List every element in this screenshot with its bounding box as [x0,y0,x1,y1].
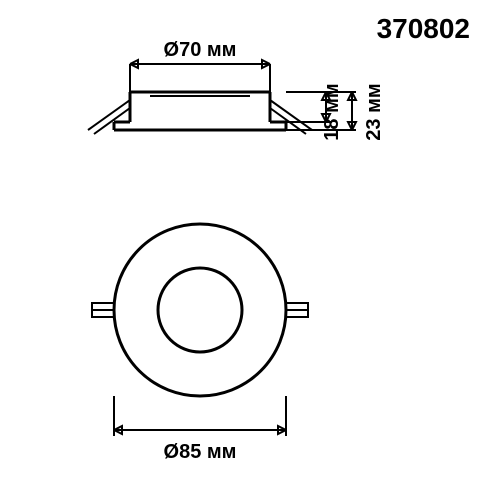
side-view: Ø70 мм [88,39,385,141]
technical-drawing: 370802 Ø70 мм [0,0,500,500]
plan-clip-right [286,303,308,317]
dim-h2-label: 23 мм [363,83,385,140]
fixture-body [114,92,286,130]
plan-clip-left [92,303,114,317]
dim-cutout-diameter: Ø70 мм [130,39,270,92]
plan-view [92,224,308,396]
dim-h1-label: 18 мм [321,83,343,140]
dim-face-label: Ø85 мм [164,441,237,463]
sku-number: 370802 [377,13,470,44]
dim-cutout-label: Ø70 мм [164,39,237,61]
dim-face-diameter: Ø85 мм [114,396,286,463]
inner-ring [158,268,242,352]
outer-ring [114,224,286,396]
dim-heights: 18 мм 23 мм [286,83,385,140]
